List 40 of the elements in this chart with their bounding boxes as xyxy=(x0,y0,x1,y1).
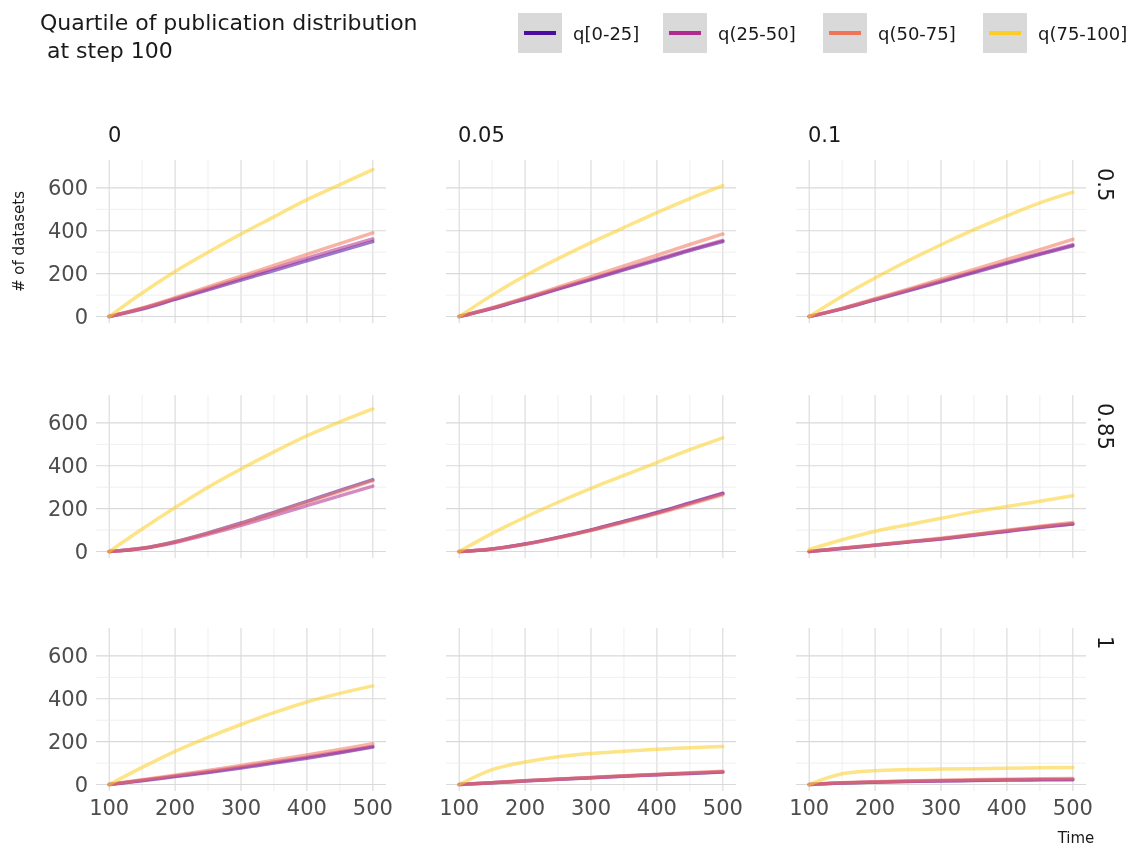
y-tick-label: 600 xyxy=(47,411,88,436)
x-tick-label: 200 xyxy=(855,796,896,820)
y-tick-label: 200 xyxy=(47,262,88,287)
x-tick-label: 400 xyxy=(286,796,327,820)
legend-label: q(75-100] xyxy=(1038,23,1128,44)
chart-title: 0 xyxy=(108,123,122,147)
x-tick-label: 300 xyxy=(220,796,262,820)
x-tick-label: 300 xyxy=(570,796,612,820)
x-tick-label: 500 xyxy=(352,796,393,820)
legend-label: q(25-50] xyxy=(718,23,796,44)
y-tick-label: 0 xyxy=(74,772,88,797)
y-tick-label: 200 xyxy=(47,497,88,522)
x-tick-label: 100 xyxy=(89,796,130,820)
x-tick-label: 400 xyxy=(986,796,1027,820)
x-axis-title: Time xyxy=(1056,829,1095,847)
x-tick-label: 200 xyxy=(155,796,196,820)
x-tick-label: 100 xyxy=(789,796,830,820)
x-tick-label: 300 xyxy=(920,796,962,820)
legend-label: q[0-25] xyxy=(573,23,640,44)
y2-axis-title: 1 xyxy=(1093,636,1117,650)
legend-label: q(50-75] xyxy=(878,23,956,44)
x-tick-label: 500 xyxy=(702,796,743,820)
chart-title: 0.05 xyxy=(458,123,505,147)
y-tick-label: 600 xyxy=(47,176,88,201)
x-tick-label: 500 xyxy=(1052,796,1093,820)
y-tick-label: 600 xyxy=(47,644,88,669)
y-axis-title: # of datasets xyxy=(10,190,28,293)
x-tick-label: 400 xyxy=(636,796,677,820)
y-tick-label: 400 xyxy=(47,454,88,479)
chart-title: 0.1 xyxy=(808,123,842,147)
y-tick-label: 400 xyxy=(47,687,88,712)
x-tick-label: 100 xyxy=(439,796,480,820)
legend-title: Quartile of publication distribution at step 100 xyxy=(40,10,418,63)
y2-axis-title: 0.5 xyxy=(1093,168,1117,202)
y-tick-label: 400 xyxy=(47,219,88,244)
x-tick-label: 200 xyxy=(505,796,546,820)
y-tick-label: 0 xyxy=(74,304,88,329)
y-tick-label: 200 xyxy=(47,730,88,755)
y2-axis-title: 0.85 xyxy=(1093,403,1117,450)
y-tick-label: 0 xyxy=(74,539,88,564)
